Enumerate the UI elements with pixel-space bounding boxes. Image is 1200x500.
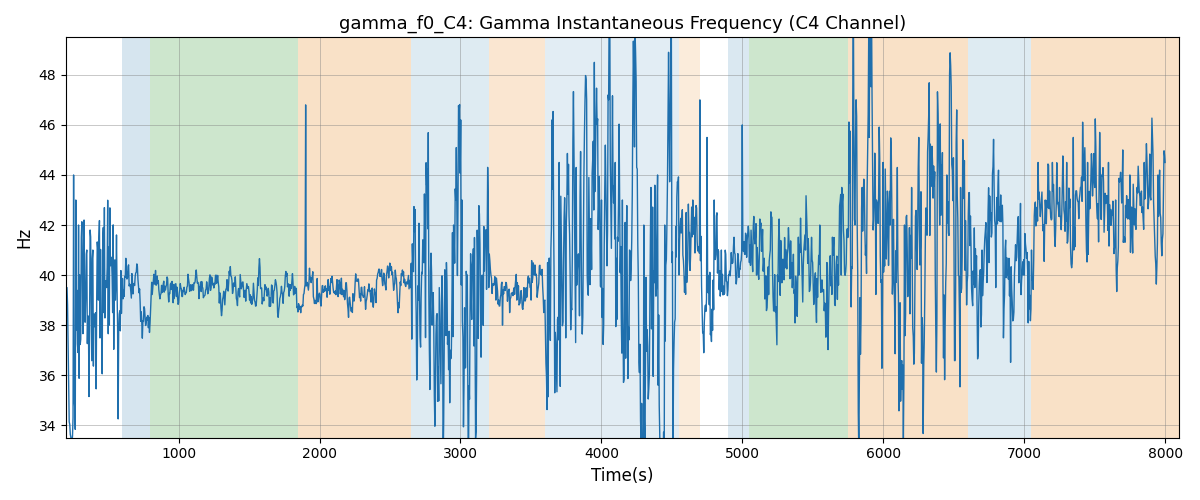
Bar bbox=[299, 38, 412, 438]
Bar bbox=[1031, 38, 1180, 438]
Bar bbox=[968, 38, 1031, 438]
Title: gamma_f0_C4: Gamma Instantaneous Frequency (C4 Channel): gamma_f0_C4: Gamma Instantaneous Frequen… bbox=[338, 15, 906, 34]
Y-axis label: Hz: Hz bbox=[16, 227, 34, 248]
Bar bbox=[848, 38, 968, 438]
Bar bbox=[749, 38, 848, 438]
X-axis label: Time(s): Time(s) bbox=[592, 467, 654, 485]
Bar bbox=[150, 38, 299, 438]
Bar bbox=[488, 38, 545, 438]
Bar bbox=[679, 38, 700, 438]
Bar bbox=[545, 38, 679, 438]
Bar bbox=[122, 38, 150, 438]
Bar bbox=[412, 38, 488, 438]
Bar bbox=[728, 38, 749, 438]
